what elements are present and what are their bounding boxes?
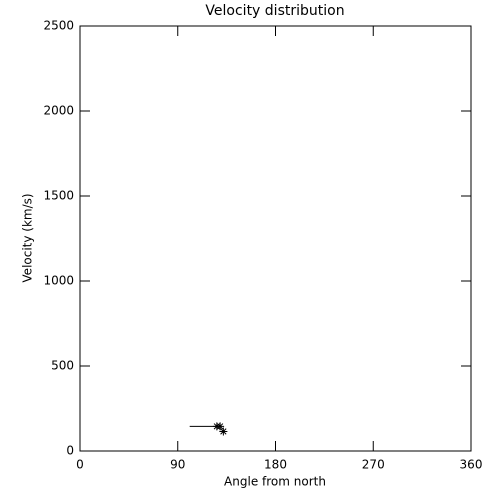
y-tick-label: 1000 [43,274,74,288]
y-tick-label: 1500 [43,189,74,203]
x-tick-label: 90 [170,458,185,472]
y-tick-label: 0 [66,444,74,458]
x-tick-label: 180 [264,458,287,472]
y-axis-label: Velocity (km/s) [21,193,35,282]
asterisk-marker [216,422,225,431]
x-axis-label: Angle from north [224,475,326,489]
x-tick-label: 0 [76,458,84,472]
x-tick-label: 360 [460,458,483,472]
x-tick-label: 270 [362,458,385,472]
y-tick-label: 2000 [43,104,74,118]
asterisk-marker [219,427,228,436]
chart-title: Velocity distribution [205,3,344,19]
y-tick-label: 500 [51,359,74,373]
y-tick-label: 2500 [43,19,74,33]
